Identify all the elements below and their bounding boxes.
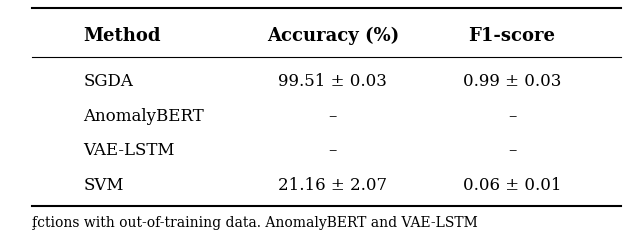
- Text: –: –: [328, 107, 337, 124]
- Text: 0.06 ± 0.01: 0.06 ± 0.01: [463, 176, 561, 193]
- Text: F1-score: F1-score: [468, 27, 556, 45]
- Text: AnomalyBERT: AnomalyBERT: [83, 107, 204, 124]
- Text: f̧ctions with out-of-training data. AnomalyBERT and VAE-LSTM: f̧ctions with out-of-training data. Anom…: [32, 216, 477, 229]
- Text: Accuracy (%): Accuracy (%): [267, 27, 399, 45]
- Text: –: –: [328, 142, 337, 159]
- Text: SVM: SVM: [83, 176, 124, 193]
- Text: VAE-LSTM: VAE-LSTM: [83, 142, 175, 159]
- Text: 0.99 ± 0.03: 0.99 ± 0.03: [463, 73, 561, 90]
- Text: –: –: [508, 107, 516, 124]
- Text: Method: Method: [83, 27, 161, 45]
- Text: –: –: [508, 142, 516, 159]
- Text: 21.16 ± 2.07: 21.16 ± 2.07: [278, 176, 387, 193]
- Text: SGDA: SGDA: [83, 73, 133, 90]
- Text: 99.51 ± 0.03: 99.51 ± 0.03: [278, 73, 387, 90]
